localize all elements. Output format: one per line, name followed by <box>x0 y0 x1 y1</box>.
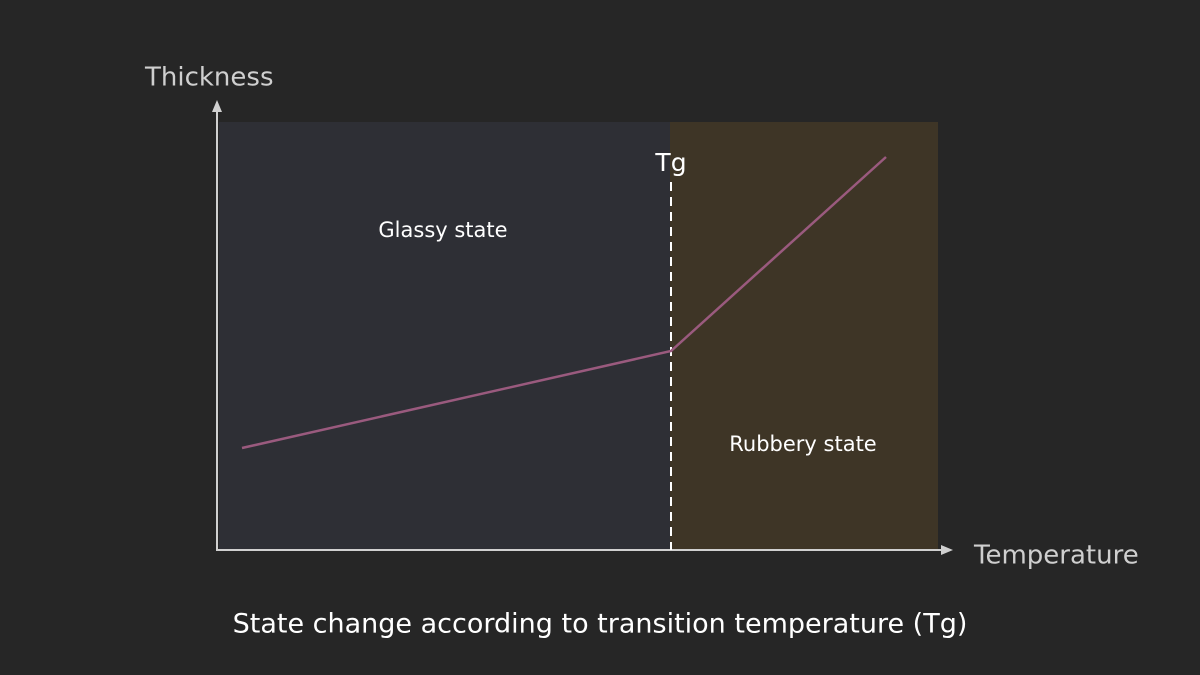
rubbery-region <box>670 122 938 550</box>
glassy-region <box>219 122 670 550</box>
tg-label: Tg <box>654 148 686 177</box>
x-axis-arrow <box>941 545 953 555</box>
caption: State change according to transition tem… <box>233 609 968 640</box>
y-axis-label: Thickness <box>144 63 274 93</box>
region-label: Rubbery state <box>729 432 876 456</box>
thickness-curve <box>241 156 887 450</box>
region-label: Glassy state <box>378 218 507 242</box>
y-axis-arrow <box>212 100 222 112</box>
x-axis-label: Temperature <box>973 541 1139 571</box>
